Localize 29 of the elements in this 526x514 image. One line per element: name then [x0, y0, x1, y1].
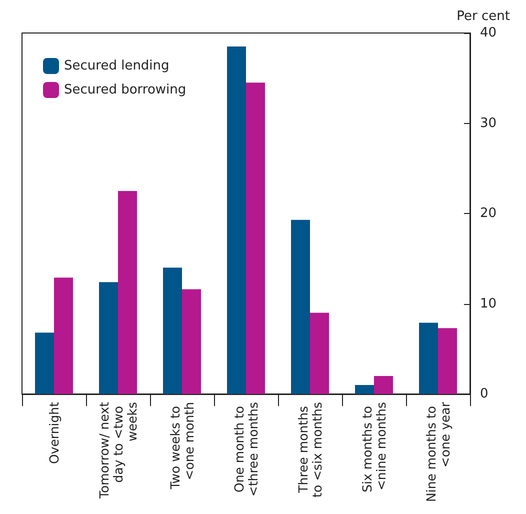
bar	[227, 46, 246, 394]
bar	[310, 312, 329, 394]
bar	[182, 289, 201, 394]
x-tick-label: Overnight	[46, 402, 62, 464]
bar	[118, 190, 137, 394]
bar	[54, 278, 73, 394]
bar	[99, 282, 118, 394]
x-tick-label: Three months to <six months	[296, 402, 324, 498]
x-tick-label: Tomorrow/ next day to <two weeks	[96, 402, 140, 500]
legend-label: Secured lending	[64, 58, 170, 74]
y-tick-label: 0	[480, 386, 488, 402]
bar	[291, 220, 310, 394]
bar	[246, 82, 265, 394]
y-axis-title: Per cent	[456, 9, 510, 24]
legend-label: Secured borrowing	[64, 82, 186, 98]
bar	[355, 384, 374, 394]
y-tick-label: 20	[480, 206, 497, 221]
bar	[438, 328, 457, 394]
y-tick-label: 40	[480, 26, 497, 40]
bar	[419, 322, 438, 394]
bar	[374, 376, 393, 394]
bar	[35, 332, 54, 394]
bar	[163, 268, 182, 394]
x-tick-label: Two weeks to <one month	[168, 402, 196, 490]
y-tick-label: 10	[480, 296, 497, 312]
y-tick-label: 30	[480, 116, 497, 131]
x-tick-label: Six months to <nine months	[360, 402, 388, 492]
x-tick-label: Nine months to <one year	[424, 401, 452, 502]
x-tick-label: One month to <three months	[232, 402, 260, 497]
